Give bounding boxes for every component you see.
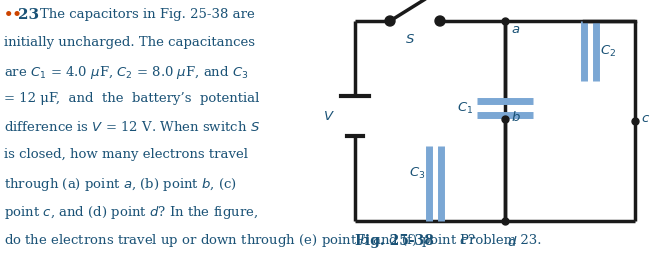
Text: are $C_1$ = 4.0 $\mu$F, $C_2$ = 8.0 $\mu$F, and $C_3$: are $C_1$ = 4.0 $\mu$F, $C_2$ = 8.0 $\mu…: [4, 64, 249, 81]
Text: $a$: $a$: [511, 23, 520, 36]
Text: $d$: $d$: [507, 235, 517, 249]
Text: $S$: $S$: [405, 33, 415, 46]
Text: Fig. 25-38: Fig. 25-38: [355, 234, 434, 248]
Text: $V$: $V$: [323, 110, 335, 123]
Text: = 12 μF,  and  the  battery’s  potential: = 12 μF, and the battery’s potential: [4, 92, 260, 105]
Text: difference is $V$ = 12 V. When switch $S$: difference is $V$ = 12 V. When switch $S…: [4, 120, 260, 134]
Text: $c$: $c$: [641, 112, 650, 125]
Text: The capacitors in Fig. 25-38 are: The capacitors in Fig. 25-38 are: [40, 8, 255, 21]
Text: 23: 23: [18, 8, 39, 22]
Text: initially uncharged. The capacitances: initially uncharged. The capacitances: [4, 36, 255, 49]
Text: through (a) point $a$, (b) point $b$, (c): through (a) point $a$, (b) point $b$, (c…: [4, 176, 237, 193]
Text: do the electrons travel up or down through (e) point $b$ and (f) point $c$?: do the electrons travel up or down throu…: [4, 232, 475, 249]
Text: $b$: $b$: [511, 110, 521, 124]
Text: is closed, how many electrons travel: is closed, how many electrons travel: [4, 148, 248, 161]
Text: Problem 23.: Problem 23.: [460, 234, 542, 247]
Circle shape: [385, 16, 395, 26]
Text: $C_3$: $C_3$: [409, 166, 425, 181]
Text: ••: ••: [4, 8, 23, 22]
Circle shape: [435, 16, 445, 26]
Text: $C_1$: $C_1$: [456, 100, 473, 115]
Text: point $c$, and (d) point $d$? In the figure,: point $c$, and (d) point $d$? In the fig…: [4, 204, 258, 221]
Text: $C_2$: $C_2$: [600, 44, 616, 59]
